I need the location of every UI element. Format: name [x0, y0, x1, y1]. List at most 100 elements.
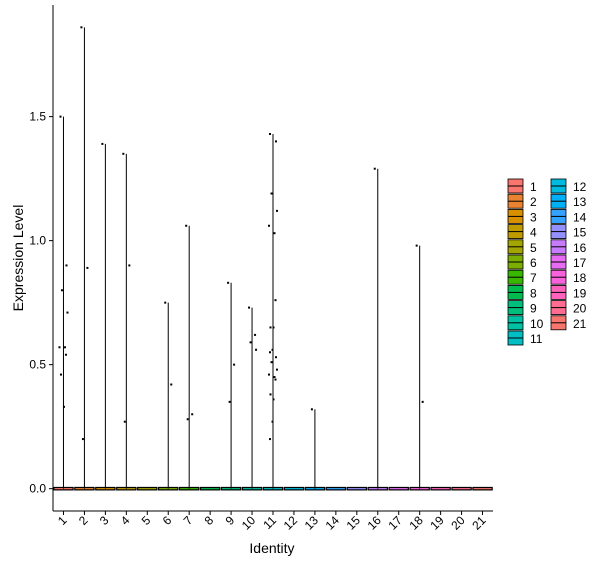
- violin-11: [262, 133, 284, 491]
- point-11-6: [274, 299, 277, 302]
- point-4-1: [128, 264, 131, 267]
- point-1-0: [59, 115, 62, 118]
- point-11-9: [271, 348, 274, 351]
- legend-label: 12: [573, 180, 587, 194]
- x-tick-label: 11: [260, 513, 279, 532]
- point-11-20: [269, 438, 271, 441]
- point-11-15: [273, 376, 276, 379]
- point-9-1: [233, 363, 236, 366]
- point-10-2: [249, 341, 252, 344]
- legend-label: 20: [573, 302, 587, 316]
- violin-2: [74, 27, 95, 491]
- legend-item-11: 11: [507, 330, 543, 346]
- legend-item-3: 3: [507, 208, 537, 224]
- point-1-2: [60, 289, 63, 292]
- plot-area: [53, 27, 493, 491]
- violin-base-17: [388, 486, 409, 491]
- legend-label: 15: [573, 226, 587, 240]
- point-11-3: [276, 209, 278, 212]
- x-axis-title: Identity: [249, 540, 294, 556]
- point-18-0: [415, 244, 418, 247]
- point-11-5: [273, 232, 276, 235]
- x-tick-label: 7: [181, 513, 196, 528]
- point-11-17: [269, 393, 272, 396]
- violin-12: [283, 486, 305, 491]
- violin-base-8: [199, 486, 221, 491]
- legend-label: 17: [573, 256, 587, 270]
- x-tick-label: 9: [223, 513, 238, 528]
- violin-9: [220, 282, 242, 491]
- legend-item-17: 17: [550, 254, 587, 270]
- legend-item-21: 21: [550, 315, 587, 331]
- point-6-1: [170, 383, 173, 386]
- legend-item-16: 16: [550, 239, 587, 255]
- point-7-2: [186, 418, 189, 421]
- x-tick-label: 3: [97, 513, 112, 528]
- x-tick-label: 16: [365, 513, 385, 533]
- violin-base-15: [346, 486, 368, 491]
- violin-19: [430, 486, 451, 491]
- point-11-12: [270, 361, 273, 364]
- violin-3: [95, 143, 116, 491]
- violin-4: [116, 153, 137, 491]
- x-tick-label: 4: [118, 513, 133, 528]
- point-11-16: [274, 378, 277, 381]
- x-tick-label: 18: [406, 513, 426, 533]
- point-6-0: [164, 301, 167, 304]
- x-tick-label: 5: [139, 513, 154, 528]
- data-points: [58, 26, 424, 441]
- point-11-10: [269, 351, 271, 354]
- point-1-4: [58, 346, 61, 349]
- point-10-1: [254, 333, 257, 336]
- x-tick-label: 19: [427, 513, 447, 533]
- legend-label: 16: [573, 241, 587, 255]
- legend-label: 3: [530, 210, 537, 224]
- legend-label: 10: [530, 317, 544, 331]
- x-tick-label: 13: [302, 513, 322, 533]
- point-16-0: [373, 167, 376, 170]
- legend-item-13: 13: [550, 193, 587, 209]
- violin-base-19: [430, 486, 451, 491]
- point-10-3: [255, 348, 258, 351]
- point-2-2: [81, 438, 84, 441]
- point-1-8: [62, 405, 65, 408]
- legend-item-5: 5: [507, 239, 537, 255]
- x-tick-label: 12: [281, 513, 301, 533]
- x-tick-label: 20: [448, 513, 468, 533]
- x-tick-label: 2: [76, 513, 91, 528]
- x-tick-label: 17: [385, 513, 405, 533]
- point-1-1: [65, 264, 68, 267]
- x-tick-label: 8: [202, 513, 217, 528]
- violin-base-21: [472, 486, 493, 491]
- y-tick-label: 0.0: [29, 482, 46, 496]
- violin-7: [178, 225, 200, 491]
- x-tick-label: 6: [160, 513, 175, 528]
- legend-item-14: 14: [550, 208, 587, 224]
- violin-base-12: [283, 486, 305, 491]
- point-1-3: [66, 311, 69, 314]
- legend-item-15: 15: [550, 224, 587, 240]
- legend-label: 7: [530, 271, 537, 285]
- legend-item-7: 7: [507, 269, 537, 285]
- point-11-11: [275, 356, 277, 359]
- point-11-14: [268, 373, 270, 376]
- point-10-0: [248, 306, 251, 309]
- y-axis: 0.0 0.5 1.0 1.5: [29, 5, 54, 511]
- point-11-2: [270, 192, 273, 195]
- legend-item-1: 1: [507, 178, 537, 194]
- legend-item-12: 12: [550, 178, 587, 194]
- violin-21: [472, 486, 493, 491]
- point-1-5: [63, 346, 66, 349]
- point-4-2: [123, 420, 126, 423]
- violin-16: [367, 168, 388, 491]
- legend-label: 19: [573, 286, 587, 300]
- point-11-13: [276, 368, 278, 371]
- legend-item-18: 18: [550, 269, 587, 285]
- violin-15: [346, 486, 368, 491]
- legend-label: 18: [573, 271, 587, 285]
- legend-item-10: 10: [507, 315, 544, 331]
- x-tick-label: 14: [323, 513, 343, 533]
- point-3-0: [101, 142, 104, 145]
- legend-item-6: 6: [507, 254, 537, 270]
